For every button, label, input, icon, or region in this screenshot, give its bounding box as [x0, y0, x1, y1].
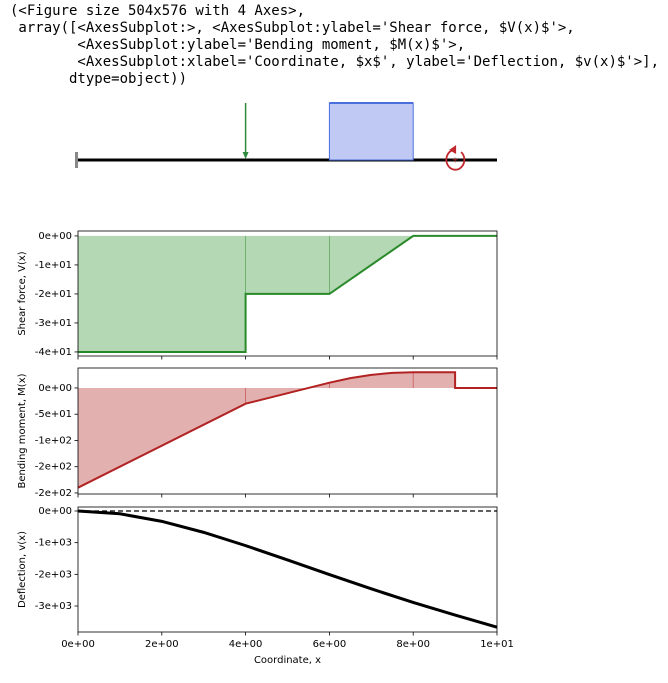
y-tick-label: -1e+01 [35, 260, 72, 271]
y-tick-label: -2e+02 [35, 488, 72, 499]
axes-frame [77, 230, 498, 357]
y-tick-label: -1e+02 [35, 435, 72, 446]
x-tick-label: 0e+00 [61, 639, 95, 650]
y-tick-label: -1e+03 [35, 538, 72, 549]
output-line: <AxesSubplot:ylabel='Bending moment, $M(… [10, 37, 466, 53]
axes-frame [77, 367, 498, 495]
x-tick-label: 2e+00 [145, 639, 179, 650]
x-tick-label: 4e+00 [229, 639, 263, 650]
moment-head [449, 145, 457, 154]
x-tick-label: 6e+00 [313, 639, 347, 650]
y-tick-label: -3e+01 [35, 318, 72, 329]
y-tick-label: -5e+01 [35, 409, 72, 420]
y-axis-label: Bending moment, M(x) [17, 373, 28, 488]
output-text: (<Figure size 504x576 with 4 Axes>, arra… [10, 3, 659, 88]
fixed-support [75, 152, 78, 168]
output-line: (<Figure size 504x576 with 4 Axes>, [10, 3, 306, 19]
y-tick-label: 0e+00 [38, 506, 72, 517]
y-tick-label: -2e+02 [35, 462, 72, 473]
data-line [78, 234, 497, 353]
x-axis-label: Coordinate, x [254, 655, 321, 666]
x-tick-label: 8e+00 [396, 639, 430, 650]
x-tick-label: 1e+01 [480, 639, 514, 650]
y-axis-label: Deflection, v(x) [17, 531, 28, 608]
y-axis-label: Shear force, V(x) [17, 251, 28, 335]
data-line [77, 509, 498, 629]
moment-center: + [452, 156, 459, 165]
output-line: dtype=object)) [10, 71, 188, 87]
area-fill [78, 372, 497, 488]
y-tick-label: 0e+00 [38, 383, 72, 394]
y-tick-label: -3e+03 [35, 601, 72, 612]
output-line: array([<AxesSubplot:>, <AxesSubplot:ylab… [10, 20, 575, 36]
output-line: <AxesSubplot:xlabel='Coordinate, $x$', y… [10, 54, 660, 70]
axes-frame [77, 506, 498, 633]
y-tick-label: -2e+01 [35, 289, 72, 300]
point-load-head [242, 152, 249, 159]
y-tick-label: -4e+01 [35, 347, 72, 358]
distributed-load [328, 102, 414, 161]
y-tick-label: -2e+03 [35, 569, 72, 580]
data-line [77, 371, 497, 489]
y-tick-label: 0e+00 [38, 231, 72, 242]
moment [445, 149, 466, 171]
